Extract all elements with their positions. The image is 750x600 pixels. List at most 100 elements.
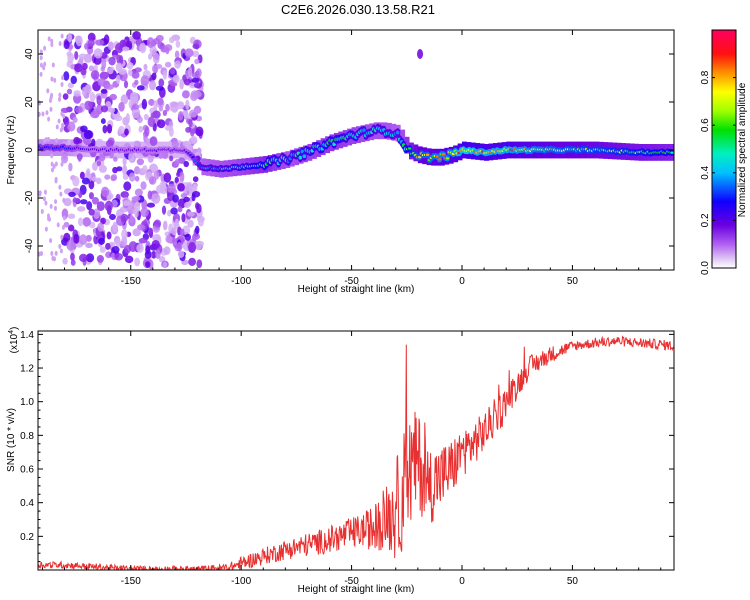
heatmap-scatter-blob <box>147 53 153 60</box>
heatmap-scatter-blob <box>96 160 102 166</box>
heatmap-scatter-blob <box>161 205 167 215</box>
heatmap-scatter-blob <box>75 35 83 47</box>
heatmap-scatter-blob <box>82 62 88 71</box>
heatmap-scatter-blob <box>81 86 87 97</box>
heatmap-scatter-blob <box>47 216 51 222</box>
heatmap-scatter-blob <box>44 200 48 206</box>
heatmap-scatter-blob <box>38 251 42 257</box>
heatmap-scatter-blob <box>191 72 198 78</box>
heatmap-scatter-blob <box>184 233 192 241</box>
heatmap-scatter-blob <box>136 85 145 91</box>
heatmap-scatter-blob <box>77 217 84 227</box>
heatmap-scatter-blob <box>81 177 90 185</box>
heatmap-scatter-blob <box>54 161 58 167</box>
heatmap-scatter-blob <box>75 105 83 114</box>
heatmap-scatter-blob <box>151 64 159 73</box>
heatmap-scatter-blob <box>188 242 197 253</box>
heatmap-scatter-blob <box>181 213 186 223</box>
heatmap-scatter-blob <box>136 116 143 124</box>
heatmap-halo-cell <box>674 144 679 161</box>
heatmap-scatter-blob <box>79 234 88 245</box>
heatmap-scatter-blob <box>101 217 107 225</box>
heatmap-scatter-blob <box>54 176 58 182</box>
heatmap-scatter-blob <box>188 119 193 128</box>
spectrogram-x-axis-label: Height of straight line (km) <box>298 284 415 295</box>
heatmap-scatter-blob <box>91 176 98 182</box>
heatmap-scatter-blob <box>49 203 53 209</box>
heatmap-scatter-blob <box>195 202 200 210</box>
heatmap-scatter-blob <box>136 224 146 231</box>
heatmap-scatter-blob <box>105 242 111 250</box>
heatmap-scatter-blob <box>192 90 202 98</box>
heatmap-scatter-blob <box>155 85 164 91</box>
heatmap-scatter-blob <box>162 261 168 268</box>
heatmap-scatter-blob <box>59 127 63 133</box>
heatmap-scatter-blob <box>183 160 190 168</box>
heatmap-scatter-blob <box>50 153 54 159</box>
snr-frame <box>37 330 675 571</box>
heatmap-scatter-blob <box>49 238 53 244</box>
heatmap-scatter-blob <box>112 166 118 174</box>
heatmap-scatter-blob <box>53 205 57 211</box>
heatmap-scatter-blob <box>146 202 156 208</box>
heatmap-scatter-blob <box>192 43 200 50</box>
heatmap-scatter-blob <box>62 93 69 100</box>
heatmap-scatter-blob <box>56 222 60 228</box>
heatmap-scatter-blob <box>148 99 155 106</box>
spectrogram-y-tick-label: 20 <box>24 96 35 108</box>
heatmap-scatter-blob <box>43 138 47 144</box>
heatmap-scatter-blob <box>60 82 64 88</box>
heatmap-scatter-blob <box>120 94 129 105</box>
heatmap-scatter-blob <box>198 217 204 227</box>
heatmap-scatter-blob <box>83 129 93 140</box>
heatmap-scatter-blob <box>109 213 116 221</box>
heatmap-scatter-blob <box>147 116 156 127</box>
heatmap-scatter-blob <box>57 96 61 102</box>
heatmap-scatter-blob <box>192 176 199 183</box>
heatmap-scatter-blob <box>61 122 65 128</box>
heatmap-scatter-blob <box>103 34 110 45</box>
heatmap-scatter-blob <box>118 125 125 135</box>
heatmap-scatter-blob <box>138 237 148 244</box>
heatmap-scatter-blob <box>133 140 139 148</box>
heatmap-scatter-blob <box>72 197 81 204</box>
heatmap-scatter-blob <box>132 31 141 40</box>
heatmap-scatter-blob <box>104 174 111 180</box>
heatmap-scatter-blob <box>140 181 147 190</box>
heatmap-scatter-blob <box>58 184 62 190</box>
heatmap-scatter-blob <box>149 45 157 56</box>
heatmap-scatter-blob <box>134 201 141 213</box>
heatmap-scatter-blob <box>70 252 75 261</box>
heatmap-scatter-blob <box>162 151 169 160</box>
heatmap-scatter-blob <box>116 54 122 65</box>
heatmap-scatter-blob <box>178 157 186 164</box>
heatmap-scatter-blob <box>136 158 145 166</box>
heatmap-isolated-blob <box>417 49 424 59</box>
heatmap-scatter-blob <box>96 104 104 115</box>
heatmap-scatter-blob <box>74 63 83 73</box>
spectrogram-x-tick-label: 50 <box>567 276 579 287</box>
heatmap-scatter-blob <box>166 183 176 194</box>
snr-y-tick-label: 1.4 <box>20 330 34 341</box>
heatmap-scatter-blob <box>97 78 107 87</box>
heatmap-scatter-blob <box>99 246 106 253</box>
heatmap-scatter-blob <box>38 190 41 196</box>
heatmap-scatter-blob <box>142 165 148 174</box>
figure-title: C2E6.2026.030.13.58.R21 <box>281 2 435 17</box>
heatmap-scatter-blob <box>153 100 158 111</box>
spectrogram-x-tick-label: 0 <box>459 276 465 287</box>
heatmap-scatter-blob <box>146 37 155 48</box>
heatmap-scatter-blob <box>50 167 54 173</box>
heatmap-scatter-blob <box>45 110 49 116</box>
heatmap-scatter-blob <box>110 174 118 181</box>
heatmap-scatter-blob <box>194 58 200 65</box>
heatmap-scatter-blob <box>82 217 91 227</box>
heatmap-scatter-blob <box>187 219 194 228</box>
heatmap-scatter-blob <box>63 221 70 228</box>
snr-x-tick-label: -150 <box>121 576 141 587</box>
snr-panel: -150 -100 -50 0 50 0.2 0.4 0.6 0.8 1.0 1.2 1.4 Hei… <box>6 327 675 595</box>
heatmap-ridge-core <box>670 151 674 154</box>
heatmap-scatter-blob <box>174 218 180 228</box>
heatmap-scatter-blob <box>77 206 86 212</box>
heatmap-scatter-blob <box>152 38 161 45</box>
